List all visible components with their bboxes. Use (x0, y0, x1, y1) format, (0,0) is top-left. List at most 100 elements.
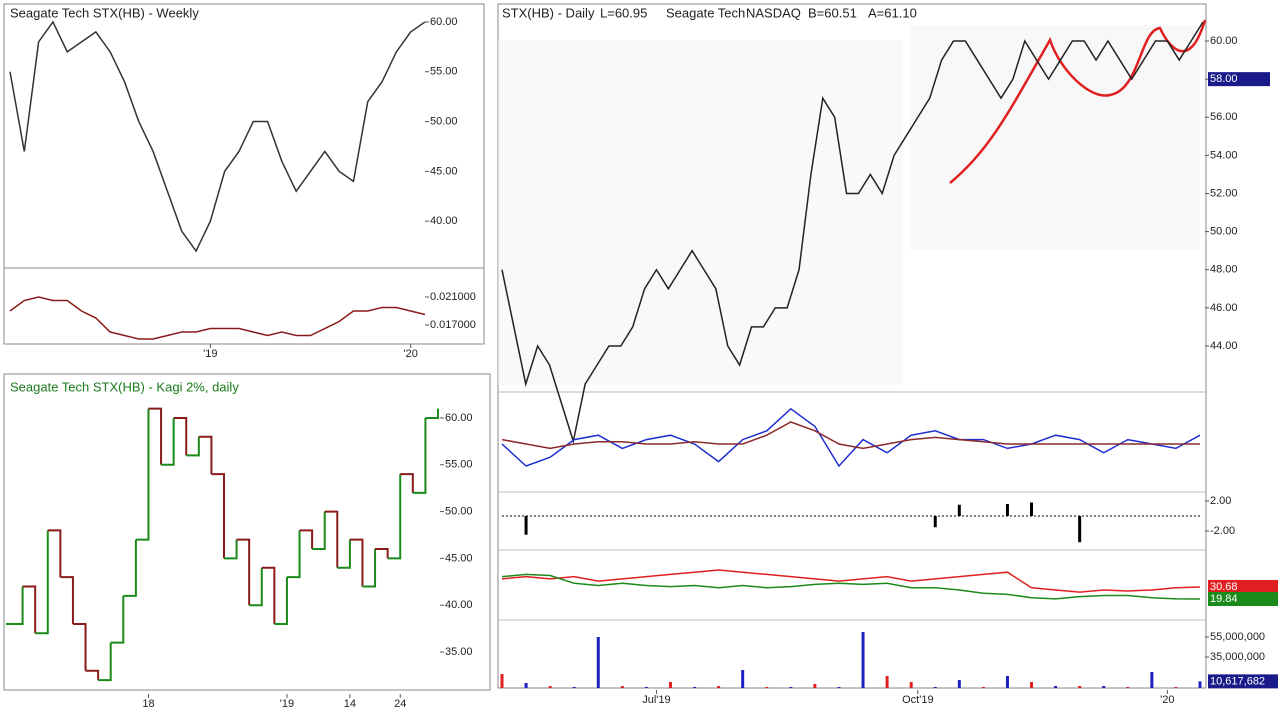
kagi-line (10, 586, 24, 625)
x-tick-label: 14 (344, 698, 356, 710)
bar (981, 687, 985, 688)
price-marker (1208, 72, 1270, 87)
bar (1078, 515, 1082, 543)
y-tick-label: 40.00 (430, 215, 458, 227)
bar (957, 504, 961, 516)
kagi-line (261, 566, 276, 624)
y-tick-label: 40.00 (445, 599, 473, 611)
kagi-line (362, 549, 377, 588)
y-tick-label: 0.021000 (430, 291, 476, 303)
last-value-label: 30.68 (1210, 581, 1238, 593)
y-tick-label: 50.00 (1210, 226, 1238, 238)
bar (837, 687, 841, 688)
y-tick-label: 56.00 (1210, 111, 1238, 123)
bar (1102, 686, 1106, 688)
y-tick-label: 60.00 (445, 412, 473, 424)
kagi-line (249, 567, 263, 607)
x-tick-label: '20 (404, 348, 418, 360)
kagi-line (387, 474, 402, 560)
kagi-line (312, 511, 326, 551)
kagi-line (148, 407, 163, 465)
bid: B=60.51 (808, 5, 857, 20)
shade (910, 25, 1200, 250)
exchange: NASDAQ (746, 5, 801, 20)
last-value-box (1208, 591, 1278, 606)
bar (1174, 687, 1178, 688)
x-tick-label: 18 (142, 698, 154, 710)
kagi-line (123, 539, 137, 597)
series-line (501, 21, 1204, 445)
bar (933, 515, 937, 528)
series-line (9, 296, 426, 340)
weekly-panel (3, 3, 485, 345)
bar (1078, 686, 1082, 688)
y-tick-label: 54.00 (1210, 149, 1238, 161)
kagi-line (186, 436, 200, 457)
kagi-line (135, 408, 150, 541)
kagi-line (161, 417, 175, 466)
kagi-line (400, 473, 414, 493)
bar (1005, 676, 1009, 688)
bar (717, 686, 721, 688)
y-tick-label: 55.00 (445, 459, 473, 471)
y-tick-label: 35,000,000 (1210, 651, 1265, 663)
kagi-line (375, 548, 389, 559)
y-tick-label: 44.00 (1210, 340, 1238, 352)
series-line (501, 421, 1200, 450)
series-line (501, 573, 1201, 600)
y-tick-label: -2.00 (1210, 525, 1235, 537)
last-price: L=60.95 (600, 5, 647, 20)
bar (524, 683, 528, 688)
kagi-line (173, 416, 188, 456)
bar (596, 637, 600, 688)
weekly-title: Seagate Tech STX(HB) - Weekly (10, 5, 199, 20)
bar (885, 676, 889, 688)
kagi-line (299, 529, 314, 550)
y-tick-label: 0.017000 (430, 319, 476, 331)
last-value-box (1208, 674, 1278, 689)
y-tick-label: 48.00 (1210, 264, 1238, 276)
x-tick-label: '20 (1160, 694, 1174, 706)
y-tick-label: 2.00 (1210, 495, 1231, 507)
y-tick-label: 60.00 (430, 16, 458, 28)
kagi-line (72, 622, 87, 671)
series-line (501, 407, 1201, 468)
bar (909, 682, 913, 688)
kagi-line (412, 417, 427, 494)
kagi-line (98, 642, 112, 682)
shade (498, 40, 903, 385)
bar (957, 680, 961, 688)
bar (500, 674, 504, 688)
y-tick-label: 46.00 (1210, 302, 1238, 314)
x-tick-label: '19 (280, 698, 294, 710)
x-tick-label: 24 (394, 698, 406, 710)
bar (668, 682, 672, 688)
kagi-line (274, 577, 288, 625)
y-tick-label: 35.00 (445, 646, 473, 658)
bar (620, 686, 624, 688)
last-value-box (1208, 579, 1278, 594)
kagi-line (324, 510, 339, 568)
kagi-line (211, 473, 225, 559)
kagi-line (47, 529, 62, 578)
kagi-line (85, 669, 100, 681)
bar (1126, 687, 1130, 688)
y-tick-label: 52.00 (1210, 187, 1238, 199)
kagi-line (22, 585, 37, 634)
kagi-line (337, 539, 351, 569)
bar (644, 687, 648, 688)
bar (765, 687, 769, 688)
bar (548, 686, 552, 688)
kagi-panel (3, 373, 491, 691)
kagi-line (425, 408, 439, 419)
y-tick-label: 45.00 (445, 552, 473, 564)
y-tick-label: 45.00 (430, 165, 458, 177)
bar (813, 684, 817, 688)
bar (1198, 681, 1202, 688)
x-tick-label: '19 (203, 348, 217, 360)
bar (1150, 672, 1154, 688)
bar (693, 687, 697, 688)
y-tick-label: 55.00 (430, 66, 458, 78)
y-tick-label: 50.00 (445, 506, 473, 518)
